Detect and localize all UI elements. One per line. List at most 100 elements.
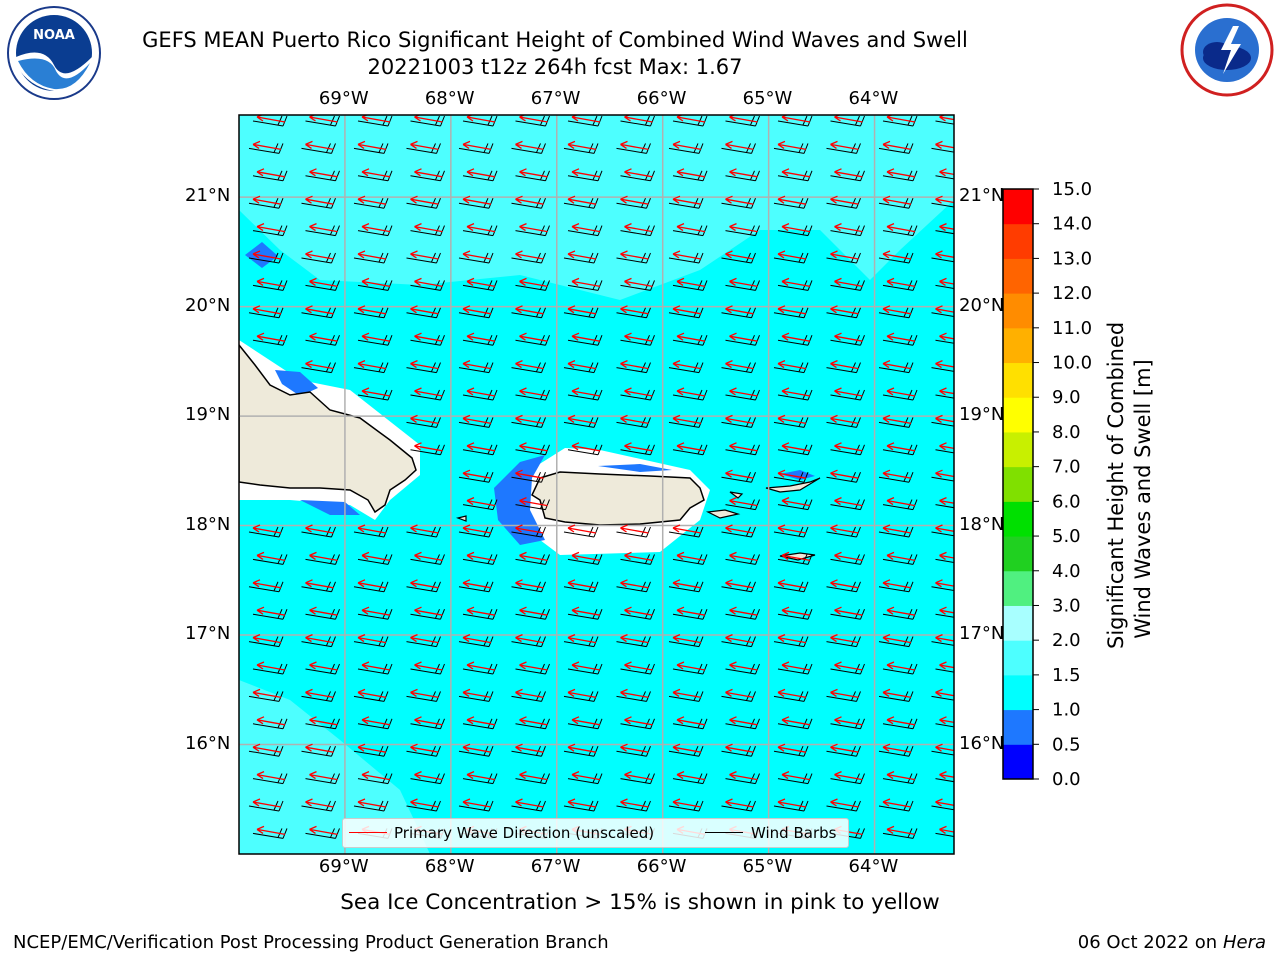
wave-direction-arrow — [410, 688, 439, 699]
wave-direction-arrow — [777, 634, 807, 644]
wave-direction-arrow — [676, 606, 706, 616]
wave-direction-arrow — [729, 442, 758, 452]
wave-direction-arrow — [882, 688, 912, 699]
wave-direction-arrow — [571, 771, 601, 781]
wave-direction-arrow — [515, 524, 544, 534]
wave-direction-arrow — [462, 195, 492, 205]
wave-direction-arrow — [252, 743, 282, 753]
wave-direction-arrow — [519, 716, 548, 726]
wave-direction-arrow — [567, 305, 597, 315]
wave-direction-arrow — [882, 195, 912, 205]
wave-direction-arrow — [567, 250, 597, 260]
wave-direction-arrow — [935, 305, 954, 314]
lon-label-bottom: 65°W — [742, 856, 793, 877]
colorbar-tick-label: 0.5 — [1052, 734, 1081, 755]
footer-branch: NCEP/EMC/Verification Post Processing Pr… — [13, 932, 609, 953]
wave-direction-arrow — [781, 497, 811, 507]
wave-direction-arrow — [830, 195, 859, 205]
wave-direction-arrow — [781, 771, 811, 781]
lon-label-bottom: 68°W — [424, 856, 475, 877]
colorbar-segment — [1003, 536, 1033, 572]
wave-direction-arrow — [567, 798, 597, 808]
wave-direction-arrow — [462, 688, 492, 699]
wave-direction-arrow — [361, 277, 391, 288]
wave-direction-arrow — [571, 716, 601, 726]
wind-barb — [935, 504, 954, 509]
wave-direction-arrow — [886, 168, 916, 178]
wave-direction-arrow — [519, 332, 548, 342]
wind-barb — [935, 175, 954, 180]
wave-direction-arrow — [567, 414, 597, 425]
wave-direction-arrow — [571, 277, 601, 288]
wave-direction-arrow — [886, 771, 916, 781]
wave-direction-arrow — [725, 250, 754, 260]
wave-direction-arrow — [830, 798, 859, 808]
wave-direction-arrow — [935, 634, 954, 643]
wave-direction-arrow — [676, 771, 706, 781]
wave-direction-arrow — [462, 469, 492, 479]
wave-direction-arrow — [729, 332, 758, 342]
colorbar-segment — [1003, 189, 1033, 225]
wave-direction-arrow — [886, 606, 916, 616]
lon-label-top: 65°W — [742, 88, 793, 109]
wave-direction-arrow — [935, 414, 954, 423]
wave-direction-arrow — [305, 798, 334, 808]
lat-label-left: 20°N — [185, 294, 231, 316]
colorbar-tick-label: 10.0 — [1052, 353, 1092, 374]
lat-label-right: 20°N — [959, 294, 1005, 316]
wave-direction-arrow — [462, 743, 492, 753]
wave-direction-arrow — [361, 716, 391, 726]
wave-direction-arrow — [466, 606, 496, 616]
wave-direction-arrow — [676, 661, 706, 671]
wave-direction-arrow — [256, 332, 286, 342]
wave-direction-arrow — [357, 743, 387, 753]
wave-direction-arrow — [676, 716, 706, 726]
wave-direction-arrow — [252, 195, 282, 205]
wave-direction-arrow — [567, 524, 597, 534]
wind-barb — [931, 367, 954, 372]
wave-direction-arrow — [305, 634, 334, 644]
wave-direction-arrow — [519, 223, 548, 233]
wave-direction-arrow — [882, 579, 912, 589]
wave-direction-arrow — [830, 414, 859, 425]
wind-barb — [931, 312, 954, 318]
wave-direction-arrow — [672, 798, 702, 808]
wave-direction-arrow — [462, 414, 492, 425]
wave-direction-arrow — [777, 250, 807, 260]
wave-direction-arrow — [410, 524, 439, 534]
wave-direction-arrow — [515, 743, 544, 753]
wave-direction-arrow — [357, 360, 387, 370]
wave-direction-arrow — [729, 606, 758, 616]
colorbar-tick-label: 8.0 — [1052, 422, 1081, 443]
colorbar-segment — [1003, 397, 1033, 433]
wave-direction-arrow — [309, 716, 338, 726]
wave-direction-arrow — [515, 469, 544, 479]
wave-direction-arrow — [567, 688, 597, 699]
wave-direction-arrow — [252, 140, 282, 151]
lat-label-right: 19°N — [959, 404, 1005, 426]
wave-direction-arrow — [886, 551, 916, 562]
wave-direction-arrow — [886, 716, 916, 726]
wave-direction-arrow — [935, 579, 954, 588]
wave-direction-arrow — [777, 469, 807, 479]
wave-direction-arrow — [624, 332, 653, 342]
lat-label-left: 21°N — [185, 185, 231, 207]
colorbar-label-line1: Significant Height of Combined — [1104, 321, 1128, 649]
wave-direction-arrow — [466, 387, 496, 397]
wave-direction-arrow — [571, 387, 601, 397]
wave-direction-arrow — [410, 798, 439, 808]
wave-direction-arrow — [357, 798, 387, 808]
wave-direction-arrow — [725, 798, 754, 808]
wave-direction-arrow — [830, 579, 859, 589]
wave-direction-arrow — [729, 387, 758, 397]
wave-direction-arrow — [886, 332, 916, 342]
wave-direction-arrow — [305, 140, 334, 151]
wave-direction-arrow — [462, 250, 492, 260]
wave-direction-arrow — [725, 305, 754, 315]
wave-direction-arrow — [781, 277, 811, 288]
wave-direction-arrow — [410, 140, 439, 151]
wave-direction-arrow — [357, 140, 387, 151]
wave-direction-arrow — [834, 497, 863, 507]
wave-direction-arrow — [519, 442, 548, 452]
colorbar-segment — [1003, 258, 1033, 294]
